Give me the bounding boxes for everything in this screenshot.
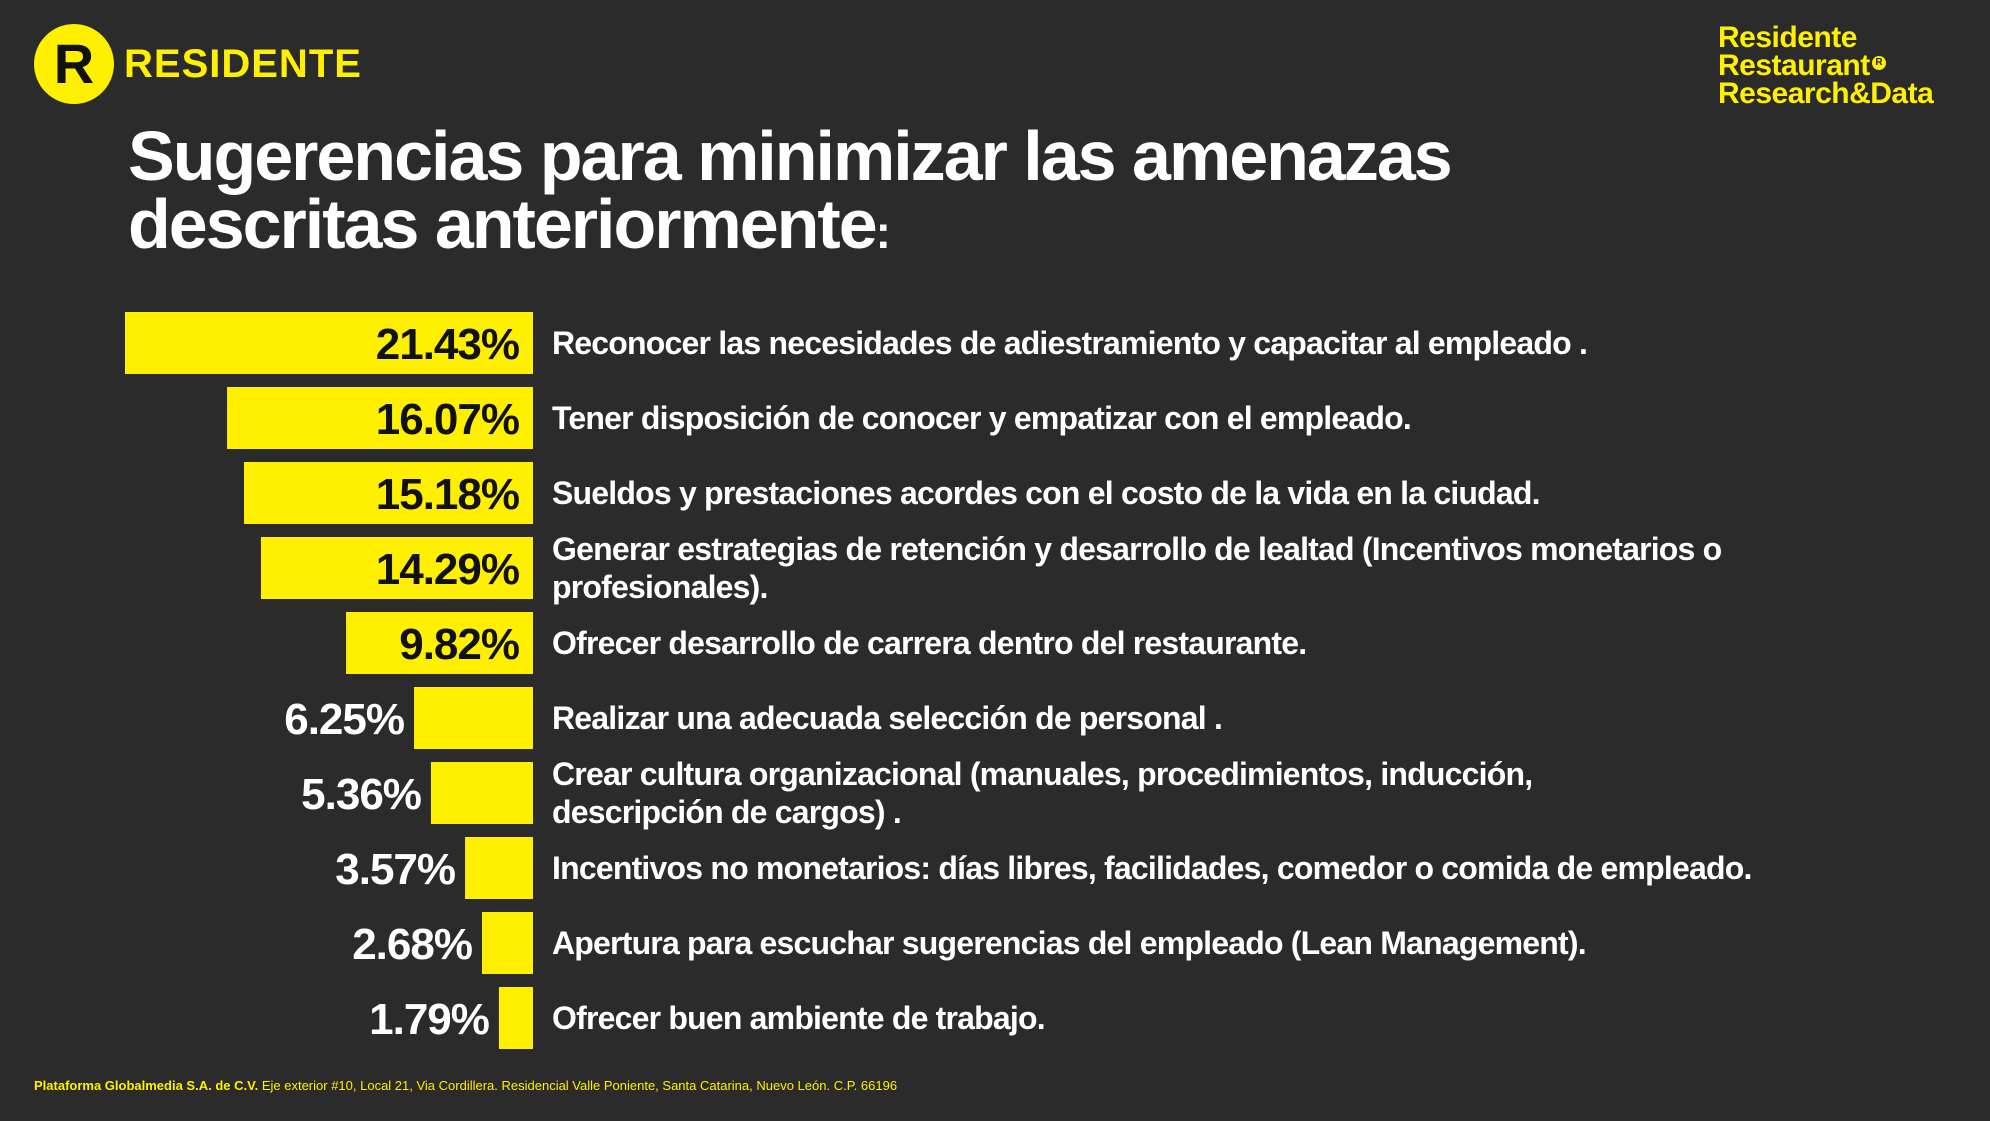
- category-label-10: Ofrecer buen ambiente de trabajo.: [552, 1000, 1045, 1036]
- footer-address: Eje exterior #10, Local 21, Via Cordille…: [261, 1078, 898, 1093]
- bar-10: [498, 987, 533, 1049]
- logo-r-icon: R: [34, 24, 114, 104]
- bar-3: [243, 462, 533, 524]
- bar-2: [227, 387, 533, 449]
- page-title-colon: :: [875, 206, 891, 258]
- value-label-8: 3.57%: [335, 845, 455, 894]
- value-label-2: 16.07%: [376, 395, 519, 444]
- page-title: Sugerencias para minimizar las amenazas …: [128, 121, 1628, 266]
- value-label-7: 5.36%: [301, 770, 421, 819]
- category-label-4-line-1: Generar estrategias de retención y desar…: [552, 531, 1722, 567]
- bar-1: [125, 312, 533, 374]
- bar-5: [346, 612, 533, 674]
- bar-8: [465, 837, 533, 899]
- value-label-6: 6.25%: [284, 695, 404, 744]
- footer-company: Plataforma Globalmedia S.A. de C.V.: [34, 1078, 259, 1093]
- value-label-4: 14.29%: [376, 545, 519, 594]
- brand-line-1: Residente: [1718, 21, 1857, 54]
- category-label-4-line-2: profesionales).: [552, 569, 768, 605]
- value-label-10: 1.79%: [369, 995, 489, 1044]
- bar-6: [414, 687, 533, 749]
- category-label-8: Incentivos no monetarios: días libres, f…: [552, 850, 1752, 886]
- category-label-7-line-2: descripción de cargos) .: [552, 794, 901, 830]
- category-label-5: Ofrecer desarrollo de carrera dentro del…: [552, 625, 1306, 661]
- category-label-2: Tener disposición de conocer y empatizar…: [552, 400, 1411, 436]
- bar-9: [481, 912, 533, 974]
- logo-wordmark: RESIDENTE: [124, 41, 362, 86]
- brand-line-2: Restaurant R: [1718, 49, 1933, 82]
- residente-logo: R RESIDENTE: [34, 24, 362, 104]
- value-label-1: 21.43%: [376, 320, 519, 369]
- category-label-6: Realizar una adecuada selección de perso…: [552, 700, 1222, 736]
- category-label-7-line-1: Crear cultura organizacional (manuales, …: [552, 756, 1532, 792]
- value-label-9: 2.68%: [352, 920, 472, 969]
- brand-block: Residente Restaurant R Research&Data: [1718, 21, 1934, 110]
- value-label-3: 15.18%: [376, 470, 519, 519]
- page-title-text: Sugerencias para minimizar las amenazas …: [128, 117, 1453, 263]
- value-label-5: 9.82%: [399, 620, 519, 669]
- brand-line-2-text: Restaurant: [1718, 49, 1870, 82]
- category-label-3: Sueldos y prestaciones acordes con el co…: [552, 475, 1540, 511]
- category-label-9: Apertura para escuchar sugerencias del e…: [552, 925, 1586, 961]
- bar-4: [260, 537, 533, 599]
- bar-7: [430, 762, 533, 824]
- brand-line-3: Research&Data: [1718, 77, 1934, 110]
- category-label-1: Reconocer las necesidades de adiestramie…: [552, 325, 1587, 361]
- registered-mark-icon: R: [1871, 56, 1886, 70]
- footer: Plataforma Globalmedia S.A. de C.V. Eje …: [34, 1078, 897, 1093]
